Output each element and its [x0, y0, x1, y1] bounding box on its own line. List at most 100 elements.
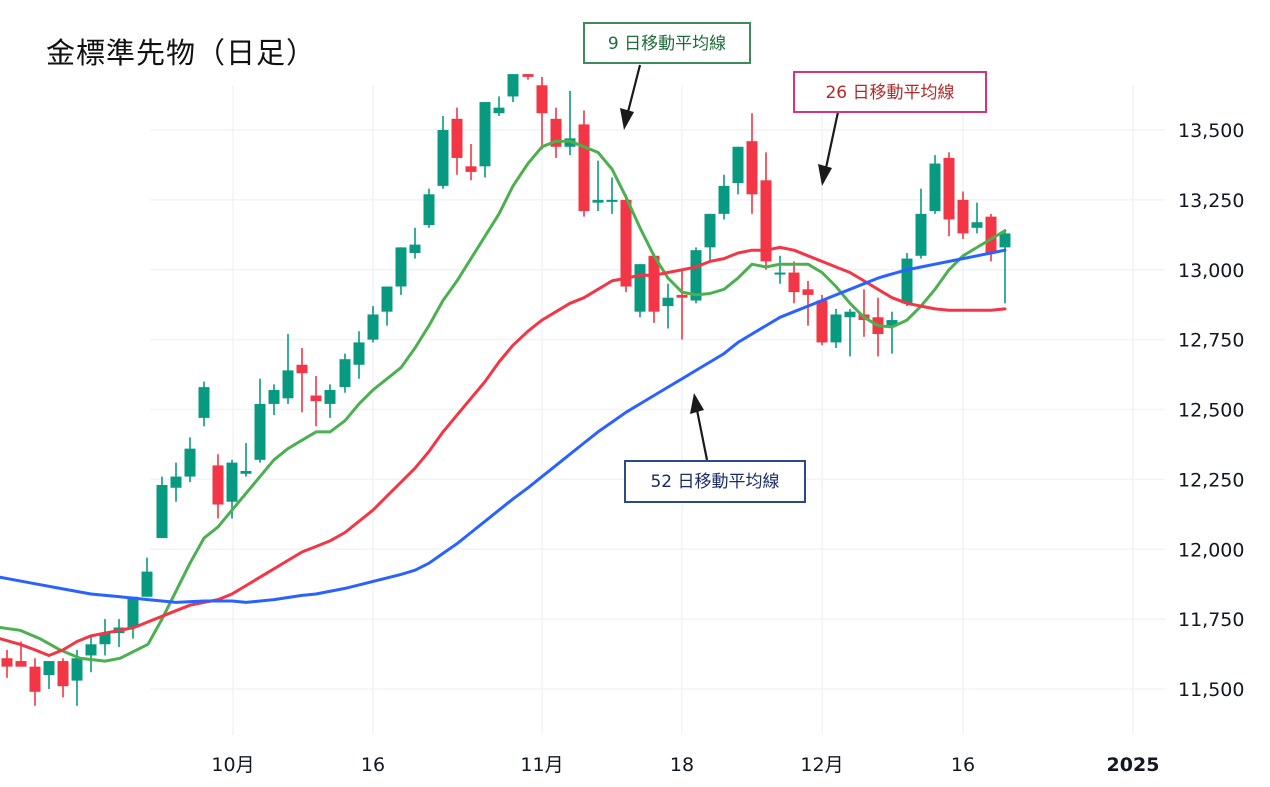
price-tick-label: 13,500	[1178, 120, 1244, 142]
time-tick-label: 11月	[520, 754, 563, 776]
candle	[788, 261, 800, 304]
candle	[901, 252, 913, 307]
candle	[451, 107, 463, 175]
callout-ma52-label: 52 日移動平均線	[650, 472, 780, 492]
candle	[113, 619, 125, 648]
candle	[522, 74, 534, 80]
candle	[929, 155, 941, 214]
candle	[507, 74, 519, 103]
candle	[381, 286, 393, 326]
candle	[43, 661, 55, 689]
time-tick-label: 16	[951, 754, 975, 776]
candle	[957, 191, 969, 240]
candle	[746, 113, 758, 214]
candle	[240, 443, 252, 477]
time-tick-label: 16	[361, 754, 385, 776]
candle	[282, 334, 294, 404]
candle	[774, 255, 786, 284]
candle	[409, 227, 421, 259]
callout-ma52: 52 日移動平均線	[624, 460, 806, 503]
candle	[676, 269, 688, 340]
candle	[564, 90, 576, 156]
callout-arrows	[620, 64, 840, 461]
callout-ma9-label: 9 日移動平均線	[607, 34, 727, 54]
ma26-line	[0, 245, 1007, 657]
price-tick-label: 12,500	[1178, 400, 1244, 422]
price-tick-label: 13,250	[1178, 190, 1244, 212]
time-tick-label: 18	[670, 754, 694, 776]
candle	[592, 160, 604, 212]
candle	[324, 384, 336, 418]
candle	[802, 280, 814, 326]
ma9-line	[0, 139, 1007, 663]
candle	[395, 247, 407, 295]
callout-ma9: 9 日移動平均線	[583, 22, 751, 64]
price-tick-label: 12,000	[1178, 539, 1244, 561]
candle	[971, 202, 983, 234]
candle	[310, 375, 322, 427]
candle	[465, 143, 477, 181]
callout-ma26: 26 日移動平均線	[793, 71, 987, 113]
time-tick-label: 12月	[800, 754, 843, 776]
candle	[57, 658, 69, 698]
candle	[718, 174, 730, 220]
candle	[844, 308, 856, 357]
arrow-icon-ma9	[620, 64, 642, 130]
candle	[141, 557, 153, 597]
candle	[999, 230, 1011, 304]
candle	[662, 283, 674, 329]
candle	[212, 454, 224, 519]
price-axis: 11,500 11,750 12,000 12,250 12,500 12,750 13,0…	[1178, 120, 1244, 701]
candle	[353, 331, 365, 379]
candles	[1, 74, 1011, 706]
candle	[170, 462, 182, 502]
candle	[29, 658, 41, 706]
price-tick-label: 13,000	[1178, 260, 1244, 282]
candle	[339, 353, 351, 393]
candle	[296, 348, 308, 413]
candle	[620, 194, 632, 293]
candle	[1, 649, 13, 678]
candle	[268, 384, 280, 416]
ma52-line	[0, 248, 1007, 604]
candle	[367, 306, 379, 343]
time-tick-label: 10月	[211, 754, 254, 776]
candle	[816, 294, 828, 346]
candle	[254, 378, 266, 463]
candle	[830, 308, 842, 349]
price-tick-label: 12,750	[1178, 330, 1244, 352]
candle	[127, 596, 139, 639]
candle	[156, 476, 168, 539]
chart-title: 金標準先物（日足）	[46, 36, 317, 70]
candle	[760, 152, 772, 270]
candle	[536, 76, 548, 150]
candle	[648, 252, 660, 323]
grid-lines	[150, 85, 1165, 735]
candle	[437, 116, 449, 189]
candle	[423, 188, 435, 228]
candle	[886, 311, 898, 354]
candle	[198, 381, 210, 427]
callout-ma26-label: 26 日移動平均線	[825, 83, 955, 103]
time-axis: 10月 16 11月 18 12月 16 2025	[211, 754, 1159, 776]
time-tick-label: 2025	[1107, 754, 1160, 776]
price-tick-label: 11,750	[1178, 609, 1244, 631]
candle	[943, 152, 955, 237]
candle	[71, 649, 83, 706]
arrow-icon-ma52	[690, 393, 709, 461]
moving-averages	[0, 139, 1007, 663]
candle	[704, 213, 716, 262]
candle	[915, 188, 927, 259]
price-tick-label: 12,250	[1178, 469, 1244, 491]
candle	[479, 102, 491, 178]
candle	[493, 96, 505, 117]
candle	[85, 635, 97, 673]
candle	[184, 437, 196, 483]
arrow-icon-ma26	[818, 111, 840, 186]
candle	[732, 146, 744, 195]
candle	[634, 264, 646, 318]
candle	[99, 619, 111, 656]
candle	[550, 107, 562, 158]
price-tick-label: 11,500	[1178, 679, 1244, 701]
